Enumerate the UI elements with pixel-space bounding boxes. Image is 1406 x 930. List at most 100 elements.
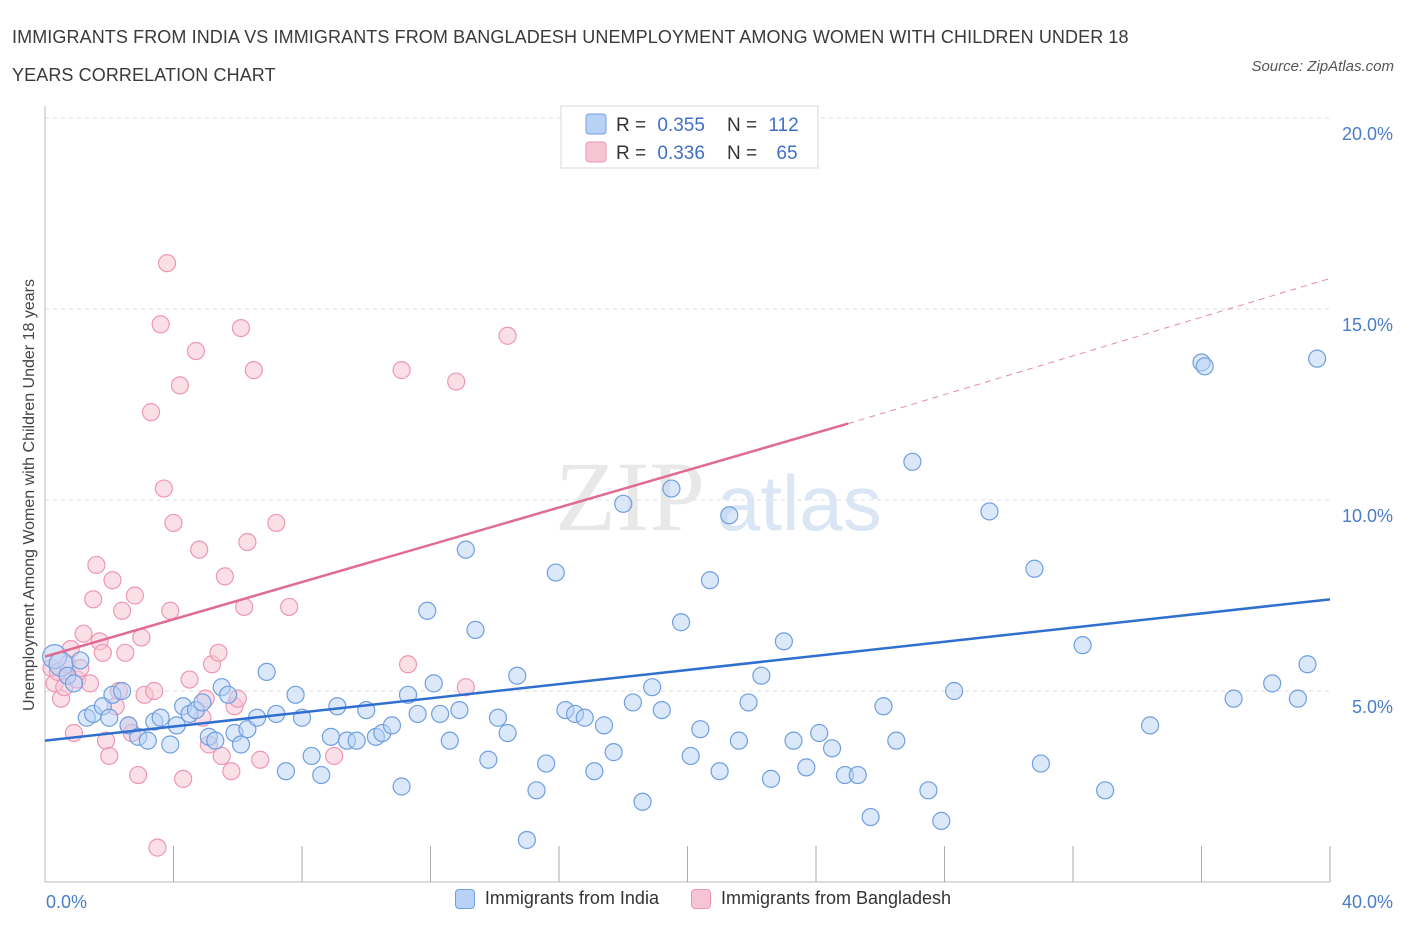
legend-bangladesh-r-label: R =	[616, 143, 651, 164]
india-point	[424, 674, 443, 693]
india-point	[466, 620, 485, 639]
india-point	[321, 727, 341, 746]
bangladesh-point	[398, 655, 418, 674]
bangladesh-point	[112, 601, 132, 620]
bangladesh-point	[74, 624, 93, 643]
bangladesh-point	[222, 762, 241, 781]
india-point	[456, 540, 475, 559]
india-point	[219, 685, 238, 704]
india-point	[752, 666, 771, 685]
india-point	[887, 731, 906, 750]
india-point	[652, 700, 671, 720]
x-tick-label-40: 40.0%	[1342, 892, 1393, 912]
india-point	[720, 506, 739, 525]
india-point	[479, 750, 498, 769]
india-point	[594, 716, 614, 735]
series-legend-india[interactable]: Immigrants from India	[454, 888, 659, 909]
india-point	[1288, 689, 1307, 708]
y-tick-label-15: 15.0%	[1342, 315, 1393, 335]
india-point	[408, 704, 427, 724]
india-point	[945, 681, 964, 701]
svg-text:N = 65: N = 65	[727, 143, 798, 164]
india-point	[257, 662, 276, 682]
svg-text:N = 112: N = 112	[727, 115, 799, 136]
india-point	[662, 479, 681, 498]
india-point	[614, 494, 633, 513]
axes	[44, 106, 1331, 883]
india-point	[932, 811, 951, 830]
legend-india-r-value: 0.355	[657, 115, 705, 136]
india-point	[71, 651, 90, 670]
stats-legend: R = 0.355 N = 112 R = 0.336 N = 65	[560, 105, 819, 169]
india-point	[861, 807, 880, 827]
india-point	[508, 666, 527, 685]
india-point	[585, 762, 604, 781]
bangladesh-point	[154, 479, 173, 498]
india-point	[1073, 636, 1092, 655]
bangladesh-point	[116, 643, 135, 662]
india-point	[623, 693, 642, 712]
india-point	[980, 502, 999, 521]
bangladesh-point	[238, 532, 257, 552]
india-point	[691, 720, 710, 739]
india-trend-line	[44, 598, 1331, 742]
bangladesh-point	[267, 513, 286, 533]
bangladesh-point	[215, 567, 234, 586]
bangladesh-point	[164, 513, 183, 533]
bangladesh-point	[325, 746, 344, 766]
india-point	[681, 746, 700, 766]
bangladesh-point	[190, 540, 209, 559]
india-point	[874, 697, 893, 716]
legend-india-n-label: N =	[727, 115, 762, 136]
india-point	[643, 678, 662, 697]
bangladesh-point	[151, 315, 170, 334]
chart-source: Source: ZipAtlas.com	[1251, 58, 1394, 75]
india-point	[1308, 349, 1327, 368]
series-swatch-bangladesh	[690, 888, 711, 909]
bangladesh-point	[93, 643, 112, 662]
bangladesh-point	[148, 838, 167, 857]
bangladesh-point	[161, 601, 180, 620]
india-point	[286, 685, 305, 704]
india-point	[231, 735, 251, 754]
bangladesh-point	[129, 765, 148, 785]
bangladesh-point	[251, 750, 270, 769]
trend-lines	[44, 277, 1331, 742]
legend-india-n-value: 112	[768, 115, 798, 136]
bangladesh-point	[87, 555, 106, 575]
bangladesh-point	[447, 372, 466, 391]
india-point	[729, 731, 749, 750]
india-point	[810, 723, 829, 743]
india-point	[575, 708, 594, 727]
bangladesh-point	[186, 341, 206, 361]
bangladesh-point	[244, 361, 263, 380]
series-legend-label-bangladesh: Immigrants from Bangladesh	[720, 888, 952, 908]
india-point	[347, 731, 366, 750]
india-point	[450, 700, 469, 720]
legend-india-r-label: R =	[616, 115, 651, 136]
india-point	[848, 765, 867, 785]
bangladesh-point	[170, 376, 190, 395]
svg-text:R = 0.355: R = 0.355	[616, 115, 705, 136]
india-point	[488, 708, 508, 727]
legend-swatch-india	[585, 113, 607, 135]
watermark-atlas: atlas	[717, 459, 882, 547]
india-point	[328, 697, 347, 716]
india-point	[604, 743, 623, 762]
india-points	[42, 349, 1327, 850]
india-point	[312, 765, 331, 785]
series-legend-bangladesh[interactable]: Immigrants from Bangladesh	[690, 888, 952, 909]
legend-swatch-bangladesh	[585, 141, 607, 163]
india-point	[671, 613, 691, 632]
india-point	[382, 716, 402, 735]
bangladesh-point	[145, 681, 164, 701]
india-point	[1263, 674, 1282, 693]
india-point	[784, 731, 803, 750]
series-swatch-india	[454, 888, 475, 909]
bangladesh-point	[174, 769, 193, 788]
india-point	[498, 723, 517, 743]
india-point	[100, 708, 119, 727]
legend-bangladesh-r-value: 0.336	[657, 143, 705, 164]
legend-bangladesh-n-value: 65	[776, 143, 797, 164]
